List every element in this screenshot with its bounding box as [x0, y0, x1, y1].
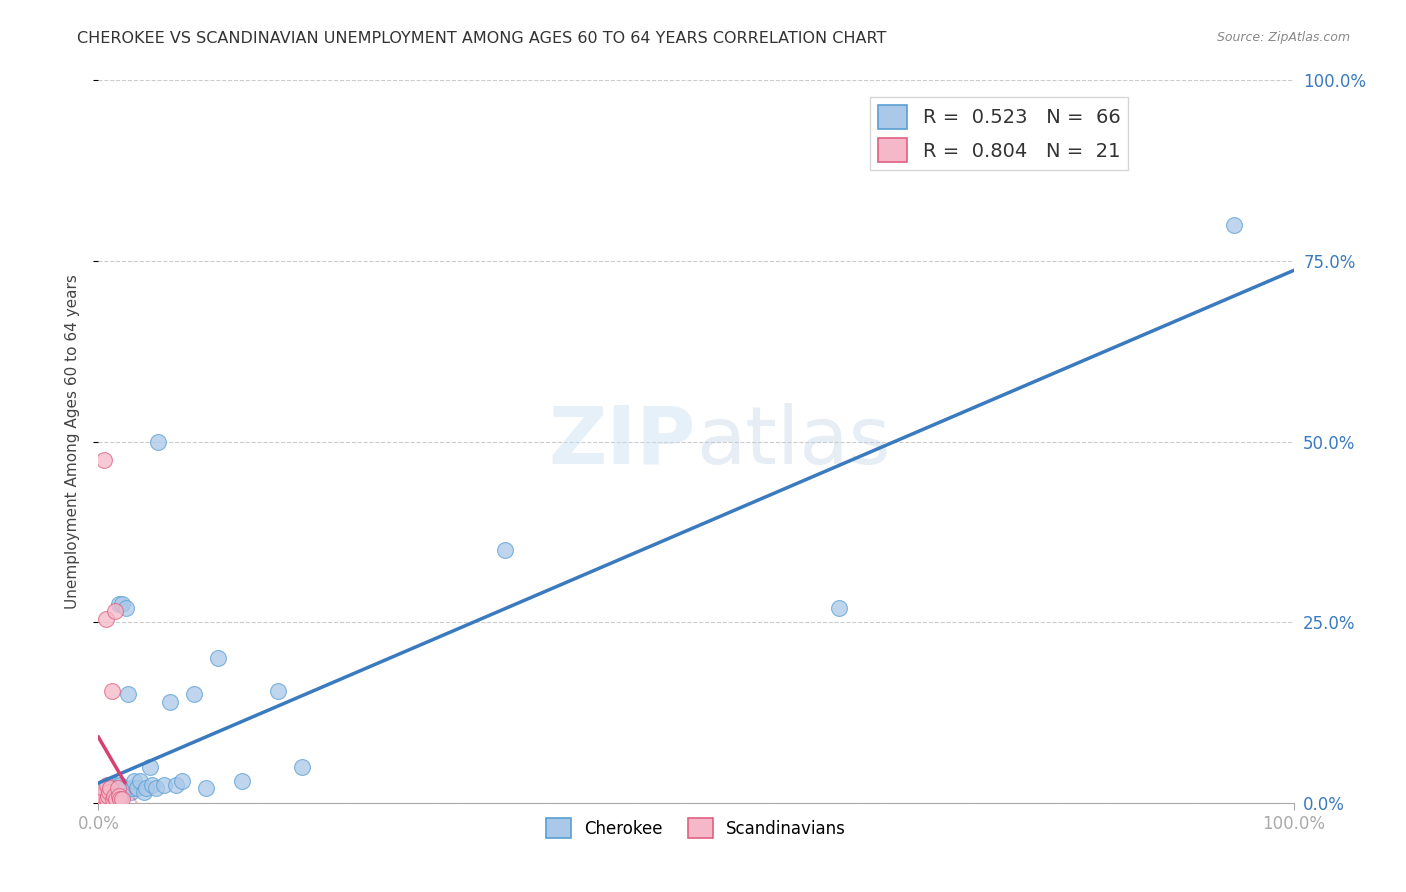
Point — [117, 687, 139, 701]
Point — [91, 781, 114, 796]
Point — [98, 781, 122, 796]
Text: CHEROKEE VS SCANDINAVIAN UNEMPLOYMENT AMONG AGES 60 TO 64 YEARS CORRELATION CHAR: CHEROKEE VS SCANDINAVIAN UNEMPLOYMENT AM… — [77, 31, 887, 46]
Point — [124, 774, 146, 789]
Point — [120, 785, 142, 799]
Point — [153, 778, 176, 792]
Point — [94, 787, 117, 801]
Point — [98, 789, 122, 803]
Point — [98, 785, 121, 799]
Point — [91, 789, 114, 803]
Point — [107, 781, 129, 796]
Point — [139, 760, 162, 774]
Point — [103, 789, 125, 803]
Text: atlas: atlas — [696, 402, 890, 481]
Point — [828, 600, 851, 615]
Point — [291, 760, 314, 774]
Point — [148, 434, 170, 449]
Point — [91, 792, 114, 806]
Point — [108, 778, 131, 792]
Point — [93, 790, 115, 805]
Point — [195, 781, 218, 796]
Point — [91, 782, 114, 797]
Point — [90, 785, 112, 799]
Point — [98, 781, 122, 796]
Point — [1223, 218, 1246, 232]
Point — [101, 790, 124, 805]
Point — [145, 781, 167, 796]
Point — [107, 789, 129, 803]
Point — [111, 792, 134, 806]
Point — [114, 781, 136, 796]
Point — [121, 781, 143, 796]
Point — [105, 792, 128, 806]
Point — [100, 683, 122, 698]
Point — [94, 792, 117, 806]
Point — [104, 778, 127, 792]
Point — [90, 789, 112, 803]
Point — [98, 785, 121, 799]
Point — [96, 778, 118, 792]
Point — [104, 604, 127, 618]
Point — [159, 695, 181, 709]
Point — [108, 792, 131, 806]
Point — [97, 792, 120, 806]
Point — [98, 792, 122, 806]
Point — [89, 789, 111, 803]
Point — [132, 785, 155, 799]
Point — [108, 781, 131, 796]
Point — [165, 778, 187, 792]
Point — [267, 683, 290, 698]
Point — [100, 789, 122, 803]
Point — [105, 785, 128, 799]
Point — [96, 785, 118, 799]
Point — [103, 781, 125, 796]
Point — [93, 785, 115, 799]
Point — [115, 600, 138, 615]
Point — [98, 790, 121, 805]
Point — [97, 781, 120, 796]
Point — [96, 790, 118, 805]
Point — [89, 792, 111, 806]
Point — [97, 789, 120, 803]
Point — [110, 789, 132, 803]
Point — [97, 789, 120, 803]
Point — [91, 790, 114, 805]
Point — [101, 785, 124, 799]
Y-axis label: Unemployment Among Ages 60 to 64 years: Unemployment Among Ages 60 to 64 years — [65, 274, 80, 609]
Point — [93, 789, 115, 803]
Point — [207, 651, 229, 665]
Text: Source: ZipAtlas.com: Source: ZipAtlas.com — [1216, 31, 1350, 45]
Point — [90, 792, 112, 806]
Legend: Cherokee, Scandinavians: Cherokee, Scandinavians — [540, 812, 852, 845]
Point — [100, 778, 122, 792]
Point — [91, 792, 114, 806]
Point — [103, 787, 125, 801]
Point — [107, 781, 129, 796]
Point — [111, 597, 134, 611]
Point — [94, 611, 117, 625]
Point — [96, 789, 118, 803]
Point — [183, 687, 205, 701]
Point — [135, 781, 157, 796]
Point — [231, 774, 253, 789]
Point — [107, 597, 129, 611]
Point — [129, 774, 152, 789]
Point — [96, 792, 118, 806]
Text: ZIP: ZIP — [548, 402, 696, 481]
Point — [172, 774, 194, 789]
Point — [105, 789, 128, 803]
Point — [93, 452, 115, 467]
Point — [101, 792, 124, 806]
Point — [125, 781, 148, 796]
Point — [141, 778, 163, 792]
Point — [494, 542, 516, 557]
Point — [112, 785, 135, 799]
Point — [91, 787, 114, 801]
